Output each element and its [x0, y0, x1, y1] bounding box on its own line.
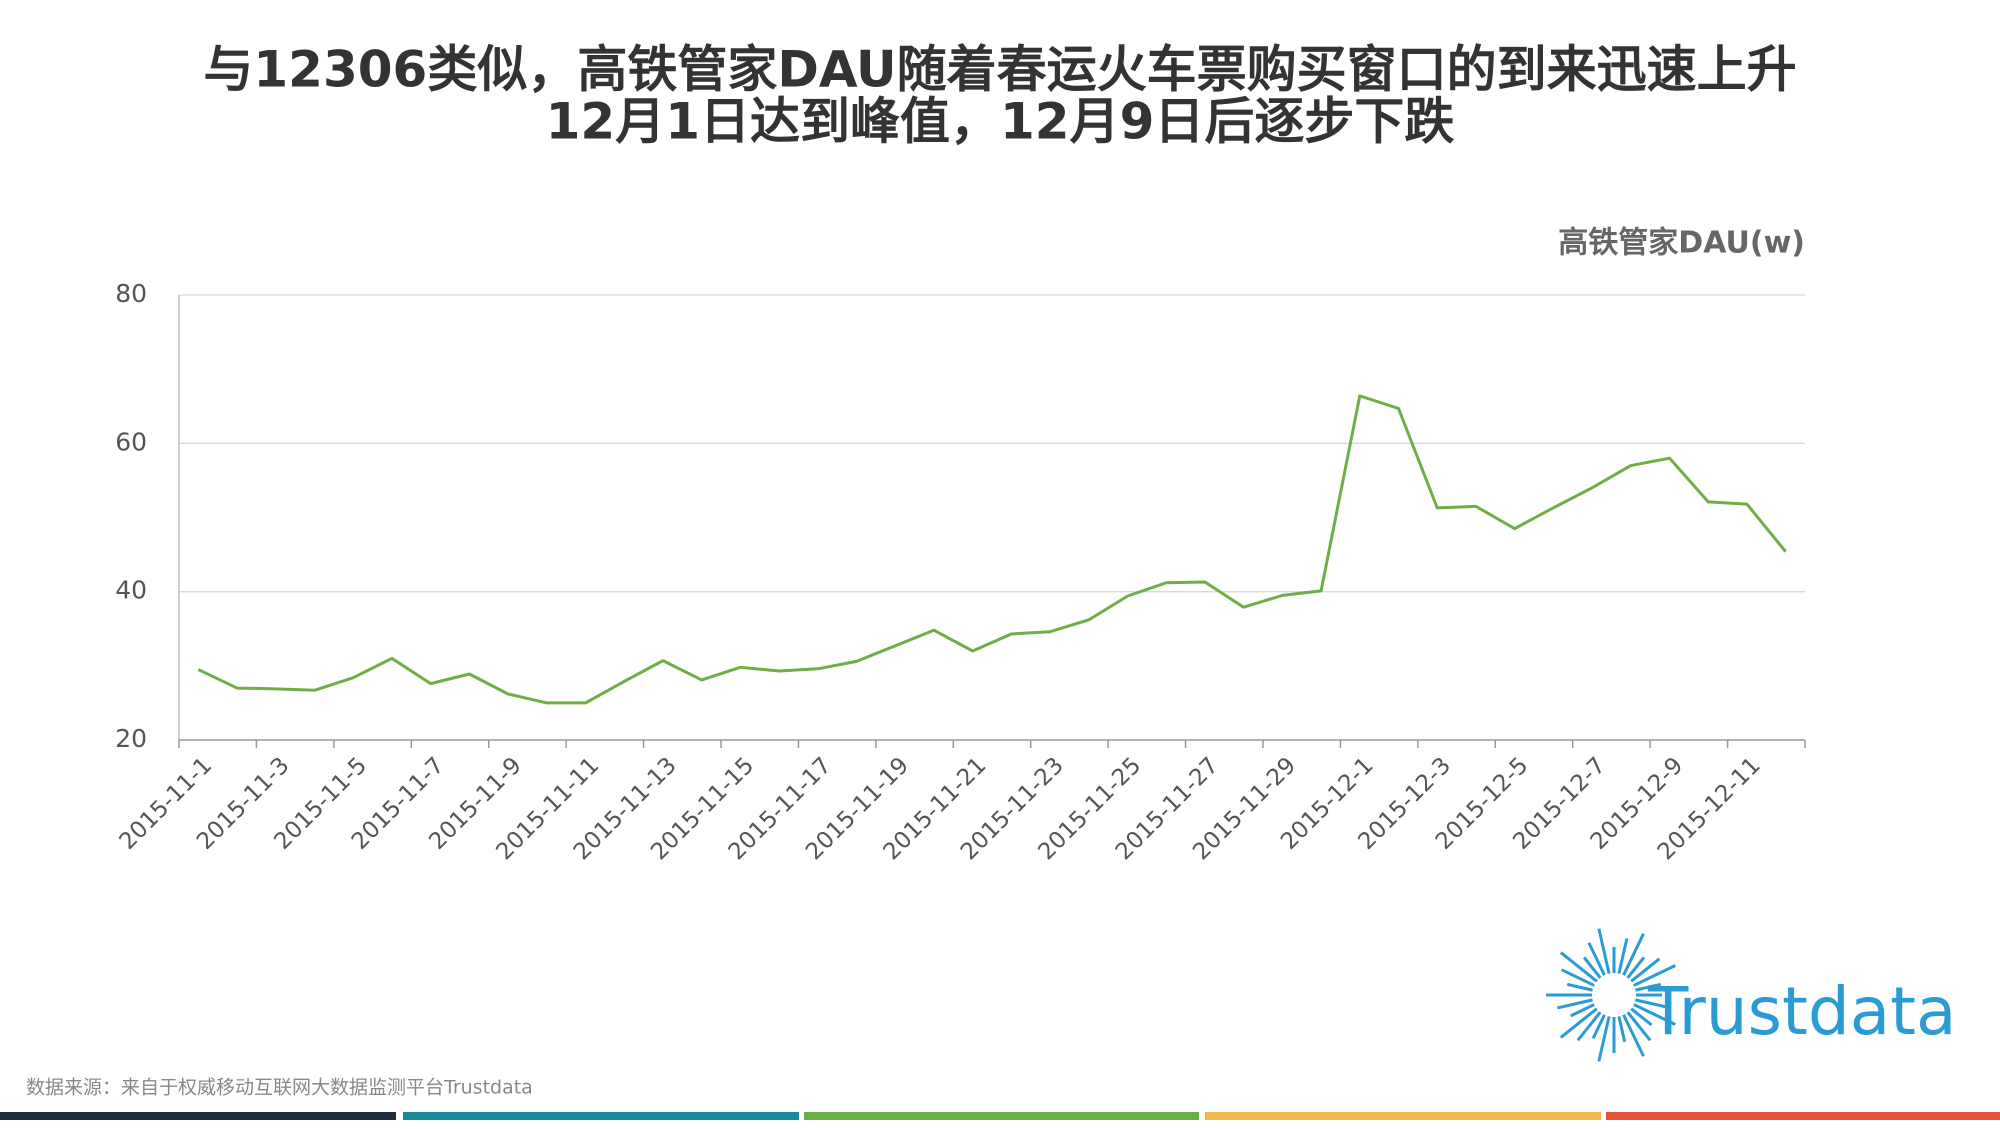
- data-line: [197, 394, 1787, 705]
- logo-ray: [1559, 1007, 1598, 1039]
- logo-ray: [1622, 933, 1645, 976]
- logo-ray: [1559, 951, 1598, 983]
- logo-ray: [1633, 1003, 1676, 1026]
- logo-ray: [1626, 956, 1646, 979]
- logo-text: Trustdata: [1647, 973, 1957, 1050]
- logo-ray: [1597, 928, 1611, 974]
- logo-ray: [1576, 1011, 1602, 1042]
- logo-ray: [1587, 942, 1606, 976]
- logo-ray: [1597, 1016, 1611, 1062]
- logo-ray: [1570, 1003, 1595, 1018]
- source-note: 数据来源：来自于权威移动互联网大数据监测平台Trustdata: [26, 1077, 533, 1099]
- footer-bar: [1606, 1112, 2000, 1120]
- logo-ray: [1566, 982, 1593, 992]
- logo-ray: [1630, 1007, 1653, 1027]
- logo-ray: [1630, 957, 1661, 983]
- footer-bar: [403, 1112, 799, 1120]
- logo-ray: [1617, 938, 1629, 974]
- logo-ray: [1635, 982, 1662, 992]
- footer-bar: [1205, 1112, 1601, 1120]
- logo-ray: [1617, 1016, 1627, 1043]
- y-tick-label: 60: [115, 427, 147, 456]
- chart-subtitle: 12月1日达到峰值，12月9日后逐步下跌: [546, 93, 1455, 151]
- y-tick-label: 40: [115, 576, 147, 605]
- chart-title: 与12306类似，高铁管家DAU随着春运火车票购买窗口的到来迅速上升: [203, 41, 1796, 99]
- footer-bar: [804, 1112, 1199, 1120]
- logo-ray: [1591, 1014, 1606, 1039]
- logo-ray: [1561, 968, 1595, 987]
- logo-ray: [1633, 964, 1676, 987]
- logo-ray: [1626, 1011, 1652, 1042]
- logo-ray: [1622, 1014, 1645, 1057]
- series-label: 高铁管家DAU(w): [1558, 226, 1805, 261]
- footer-bar: [0, 1112, 396, 1120]
- logo: [1546, 928, 1676, 1062]
- logo-ray: [1557, 998, 1593, 1010]
- y-tick-label: 20: [115, 724, 147, 753]
- y-tick-label: 80: [115, 279, 147, 308]
- logo-ray: [1582, 956, 1602, 979]
- logo-ray: [1635, 998, 1671, 1010]
